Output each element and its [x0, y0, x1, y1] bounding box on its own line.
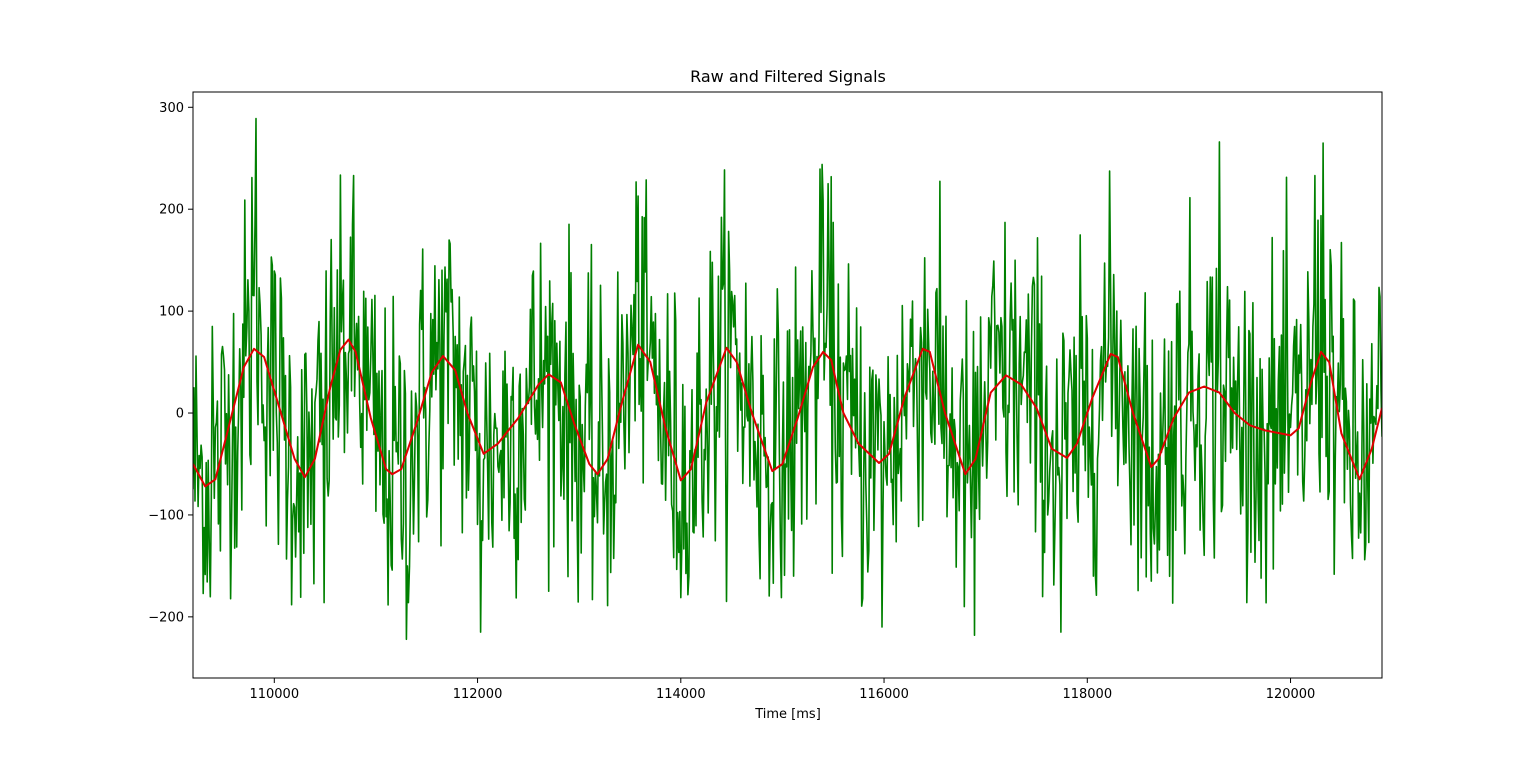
y-tick-label: 100	[159, 305, 184, 320]
x-tick-label: 116000	[859, 687, 909, 702]
raw-signal-line	[193, 117, 1382, 641]
x-tick-label: 120000	[1266, 687, 1316, 702]
axes-layer: 110000 112000 114000 116000 118000 120000 −200…	[148, 91, 1383, 702]
x-tick-label: 110000	[249, 687, 299, 702]
y-tick-label: −200	[148, 610, 184, 625]
y-tick-label: 300	[159, 101, 184, 116]
x-tick-label: 114000	[656, 687, 706, 702]
x-tick-label: 112000	[453, 687, 503, 702]
chart-title: Raw and Filtered Signals	[690, 67, 886, 86]
y-tick-label: 200	[159, 203, 184, 218]
plot-frame	[192, 91, 1383, 679]
filtered-signal-line	[193, 338, 1382, 488]
x-tick-label: 118000	[1062, 687, 1112, 702]
y-tick-label: −100	[148, 508, 184, 523]
x-axis-label: Time [ms]	[754, 707, 821, 722]
series-layer	[193, 117, 1382, 641]
y-tick-label: 0	[176, 407, 184, 422]
